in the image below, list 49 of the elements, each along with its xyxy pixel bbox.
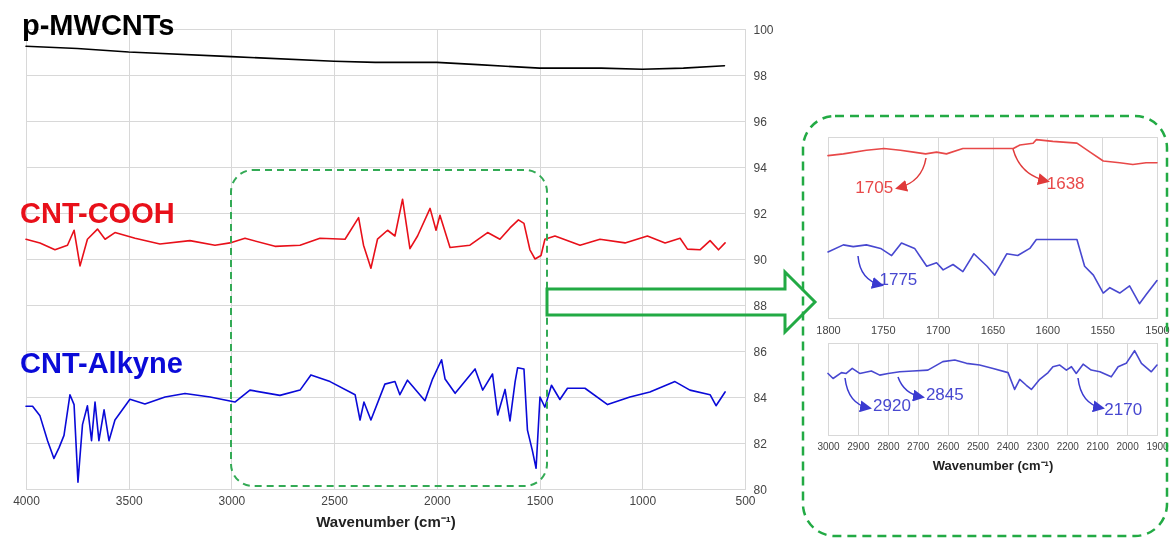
x-tick-label: 2700 [907, 440, 930, 452]
x-tick-label: 1550 [1090, 323, 1115, 336]
x-tick-label: 2500 [321, 493, 349, 508]
x-tick-label: 3000 [218, 493, 246, 508]
x-tick-label: 2000 [424, 493, 452, 508]
y-tick-label: 80 [753, 482, 768, 497]
annotation: 1775 [879, 269, 918, 289]
x-tick-label: 500 [735, 493, 756, 508]
y-tick-label: 98 [753, 68, 768, 83]
x-tick-label: 2000 [1116, 440, 1140, 452]
x-tick-label: 1650 [980, 323, 1006, 336]
y-tick-label: 90 [753, 252, 768, 267]
y-tick-label: 88 [753, 298, 768, 313]
y-tick-label: 86 [753, 344, 768, 359]
x-axis-title: Wavenumber (cm⁻¹) [932, 457, 1054, 473]
line-series [25, 45, 726, 71]
x-tick-label: 1600 [1035, 323, 1061, 336]
x-tick-label: 3000 [817, 440, 841, 452]
annotation: 2845 [925, 384, 964, 404]
y-tick-label: 94 [753, 160, 768, 175]
x-tick-label: 1700 [925, 323, 951, 336]
annotation: 2170 [1104, 400, 1143, 420]
series-label: p-MWCNTs [22, 9, 175, 42]
y-tick-label: 100 [753, 22, 774, 37]
x-tick-label: 4000 [13, 493, 41, 508]
series-label: CNT-COOH [20, 197, 175, 230]
y-tick-label: 82 [753, 436, 768, 451]
x-tick-label: 2200 [1056, 440, 1080, 452]
x-tick-label: 2300 [1026, 440, 1050, 452]
x-tick-label: 2600 [937, 440, 960, 452]
x-tick-label: 2500 [966, 440, 990, 452]
annotation: 2920 [873, 396, 911, 416]
x-tick-label: 1800 [816, 323, 841, 336]
x-axis-title: Wavenumber (cm⁻¹) [316, 512, 456, 530]
x-tick-label: 1500 [1145, 323, 1170, 336]
x-tick-label: 1000 [629, 493, 657, 508]
x-tick-label: 1750 [871, 323, 896, 336]
y-tick-label: 92 [753, 206, 768, 221]
y-tick-label: 84 [753, 390, 768, 405]
x-tick-label: 1500 [526, 493, 554, 508]
series-label: CNT-Alkyne [20, 347, 183, 380]
x-tick-label: 2100 [1086, 440, 1110, 452]
x-tick-label: 2900 [847, 440, 870, 452]
annotation: 1638 [1046, 173, 1085, 193]
x-tick-label: 3500 [115, 493, 143, 508]
annotation: 1705 [855, 177, 894, 197]
y-tick-label: 96 [753, 114, 768, 129]
x-tick-label: 2400 [996, 440, 1020, 452]
x-tick-label: 2800 [877, 440, 900, 452]
